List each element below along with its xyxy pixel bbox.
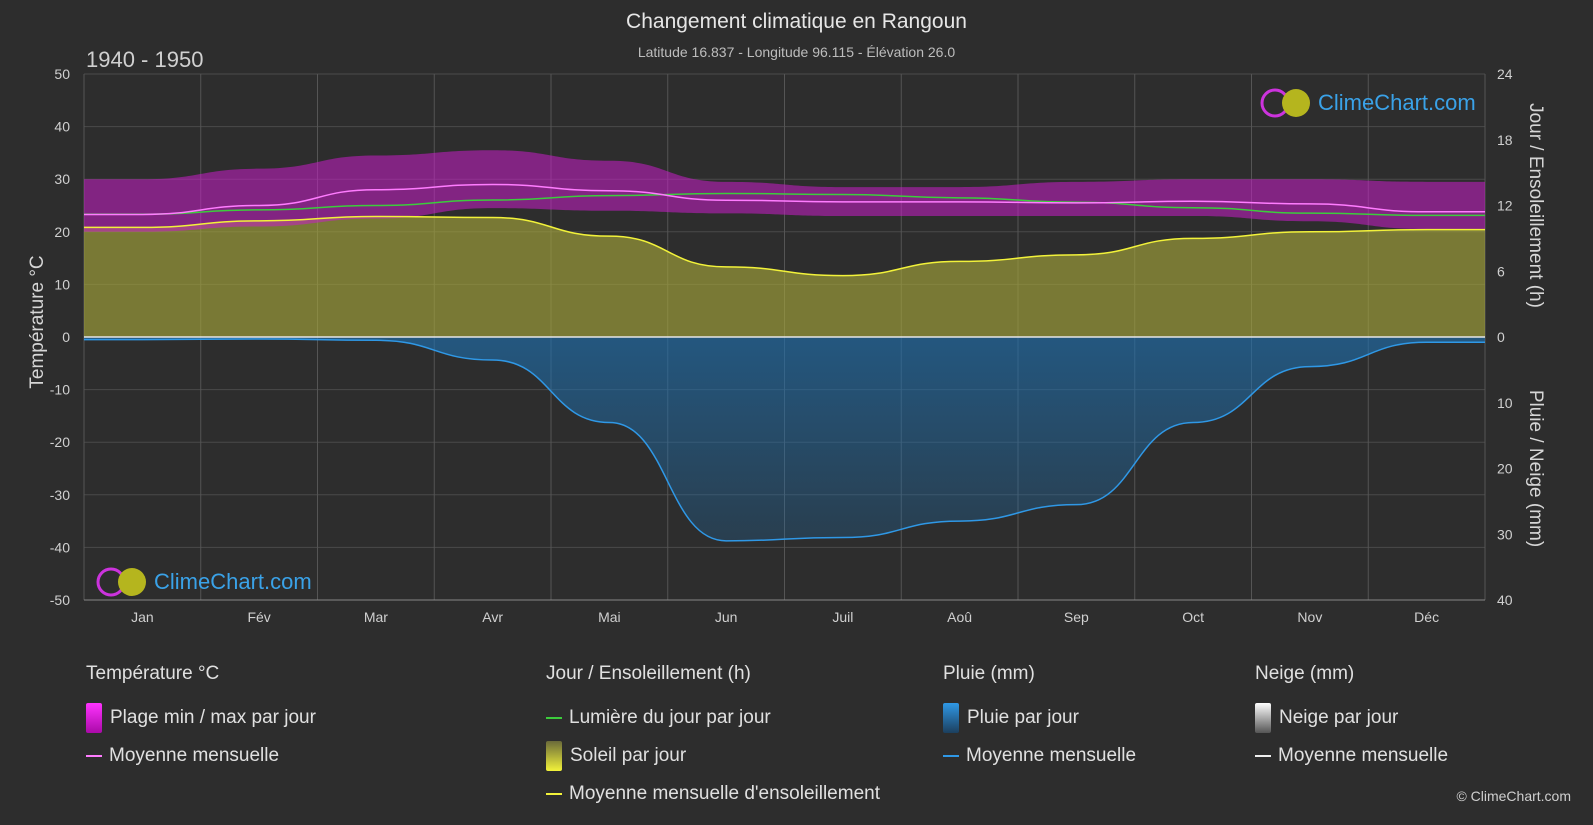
legend-item: Plage min / max par jour (86, 699, 316, 737)
y2-tick-label: 6 (1497, 263, 1505, 279)
chart-subtitle: Latitude 16.837 - Longitude 96.115 - Élé… (637, 44, 956, 60)
y3-tick-label: 30 (1497, 526, 1513, 542)
x-tick-label: Mai (598, 609, 621, 625)
legend-heading: Pluie (mm) (943, 663, 1035, 684)
snow-swatch (1255, 703, 1271, 733)
legend-label: Moyenne mensuelle d'ensoleillement (569, 783, 880, 804)
y-axis-title: Température °C (27, 255, 48, 388)
rain-mean-line (943, 755, 959, 757)
x-tick-label: Déc (1414, 609, 1439, 625)
x-tick-label: Avr (482, 609, 503, 625)
logo-text: ClimeChart.com (1318, 90, 1476, 115)
legend-item: Lumière du jour par jour (546, 699, 880, 737)
rain-mean-line (84, 338, 1485, 542)
brand-logo-bottom[interactable]: ClimeChart.com (94, 565, 312, 599)
y2-axis-title: Jour / Ensoleillement (h) (1525, 103, 1546, 308)
legend-label: Moyenne mensuelle (109, 745, 280, 766)
sunshine-swatch (546, 741, 562, 771)
daylight-line (546, 717, 562, 719)
legend-item: Moyenne mensuelle (943, 737, 1136, 775)
legend-heading: Température °C (86, 663, 220, 684)
y-tick-label: 20 (54, 224, 70, 240)
legend-label: Moyenne mensuelle (1278, 745, 1449, 766)
y-tick-label: -50 (50, 592, 70, 608)
y-tick-label: 10 (54, 276, 70, 292)
legend-label: Neige par jour (1279, 707, 1399, 728)
snow-mean-line (1255, 755, 1271, 757)
x-tick-label: Fév (247, 609, 270, 625)
rain-swatch (943, 703, 959, 733)
daylight-line (83, 192, 1485, 217)
x-tick-label: Sep (1064, 609, 1089, 625)
chart-series (83, 150, 1485, 542)
x-tick-label: Oct (1182, 609, 1204, 625)
sunshine-mean-line (546, 793, 562, 795)
period-label: 1940 - 1950 (86, 47, 204, 72)
y-tick-label: -30 (50, 487, 70, 503)
legend-label: Pluie par jour (967, 707, 1079, 728)
legend-sunshine: Jour / Ensoleillement (h) Lumière du jou… (546, 663, 880, 813)
legend-label: Moyenne mensuelle (966, 745, 1137, 766)
y-tick-label: -20 (50, 434, 70, 450)
legend-snow: Neige (mm) Neige par jour Moyenne mensue… (1255, 663, 1448, 775)
y-tick-label: -10 (50, 382, 70, 398)
y-tick-label: -40 (50, 539, 70, 555)
temperature-range-swatch (86, 703, 102, 733)
legend-heading: Jour / Ensoleillement (h) (546, 663, 751, 684)
y-tick-label: 40 (54, 119, 70, 135)
x-tick-label: Nov (1297, 609, 1322, 625)
y-tick-label: 0 (62, 329, 70, 345)
chart-title: Changement climatique en Rangoun (626, 10, 967, 33)
legend-item: Moyenne mensuelle (1255, 737, 1448, 775)
y2-tick-label: 24 (1497, 66, 1513, 82)
x-tick-label: Mar (364, 609, 388, 625)
y3-tick-label: 10 (1497, 395, 1513, 411)
climechart-logo-icon (96, 567, 146, 597)
sunshine-mean-line (84, 215, 1485, 277)
rain-area (84, 337, 1485, 541)
legend-item: Soleil par jour (546, 737, 880, 775)
brand-logo-top[interactable]: ClimeChart.com (1258, 86, 1476, 120)
y-tick-label: 50 (54, 66, 70, 82)
y2-tick-label: 0 (1497, 329, 1505, 345)
temperature-range-band (84, 150, 1485, 232)
x-tick-label: Juil (832, 609, 853, 625)
legend-item: Neige par jour (1255, 699, 1448, 737)
y2-tick-label: 12 (1497, 198, 1513, 214)
temperature-mean-line (86, 755, 102, 757)
chart-axes: 50 40 30 20 10 0 -10 -20 -30 -40 -50 24 18 12 6 0 10 20 30… (27, 66, 1546, 625)
temperature-mean-line (83, 183, 1485, 216)
climate-chart: 50 40 30 20 10 0 -10 -20 -30 -40 -50 24 18 12 6 0 10 20 30… (27, 66, 1546, 625)
legend-rain: Pluie (mm) Pluie par jour Moyenne mensue… (943, 663, 1136, 775)
legend-label: Lumière du jour par jour (569, 707, 771, 728)
y3-tick-label: 20 (1497, 461, 1513, 477)
legend-heading: Neige (mm) (1255, 663, 1355, 684)
y3-axis-title: Pluie / Neige (mm) (1525, 390, 1546, 547)
legend-label: Soleil par jour (570, 745, 687, 766)
legend-item: Pluie par jour (943, 699, 1136, 737)
x-tick-label: Jun (715, 609, 738, 625)
y3-tick-label: 40 (1497, 592, 1513, 608)
y2-tick-label: 18 (1497, 132, 1513, 148)
copyright: © ClimeChart.com (1456, 788, 1571, 804)
legend-temperature: Température °C Plage min / max par jour … (86, 663, 316, 775)
legend-label: Plage min / max par jour (110, 707, 316, 728)
legend-item: Moyenne mensuelle (86, 737, 316, 775)
x-tick-label: Aoû (947, 609, 972, 625)
legend-item: Moyenne mensuelle d'ensoleillement (546, 775, 880, 813)
logo-text: ClimeChart.com (154, 569, 312, 594)
x-tick-label: Jan (131, 609, 154, 625)
climechart-logo-icon (1260, 88, 1310, 118)
y-tick-label: 30 (54, 171, 70, 187)
